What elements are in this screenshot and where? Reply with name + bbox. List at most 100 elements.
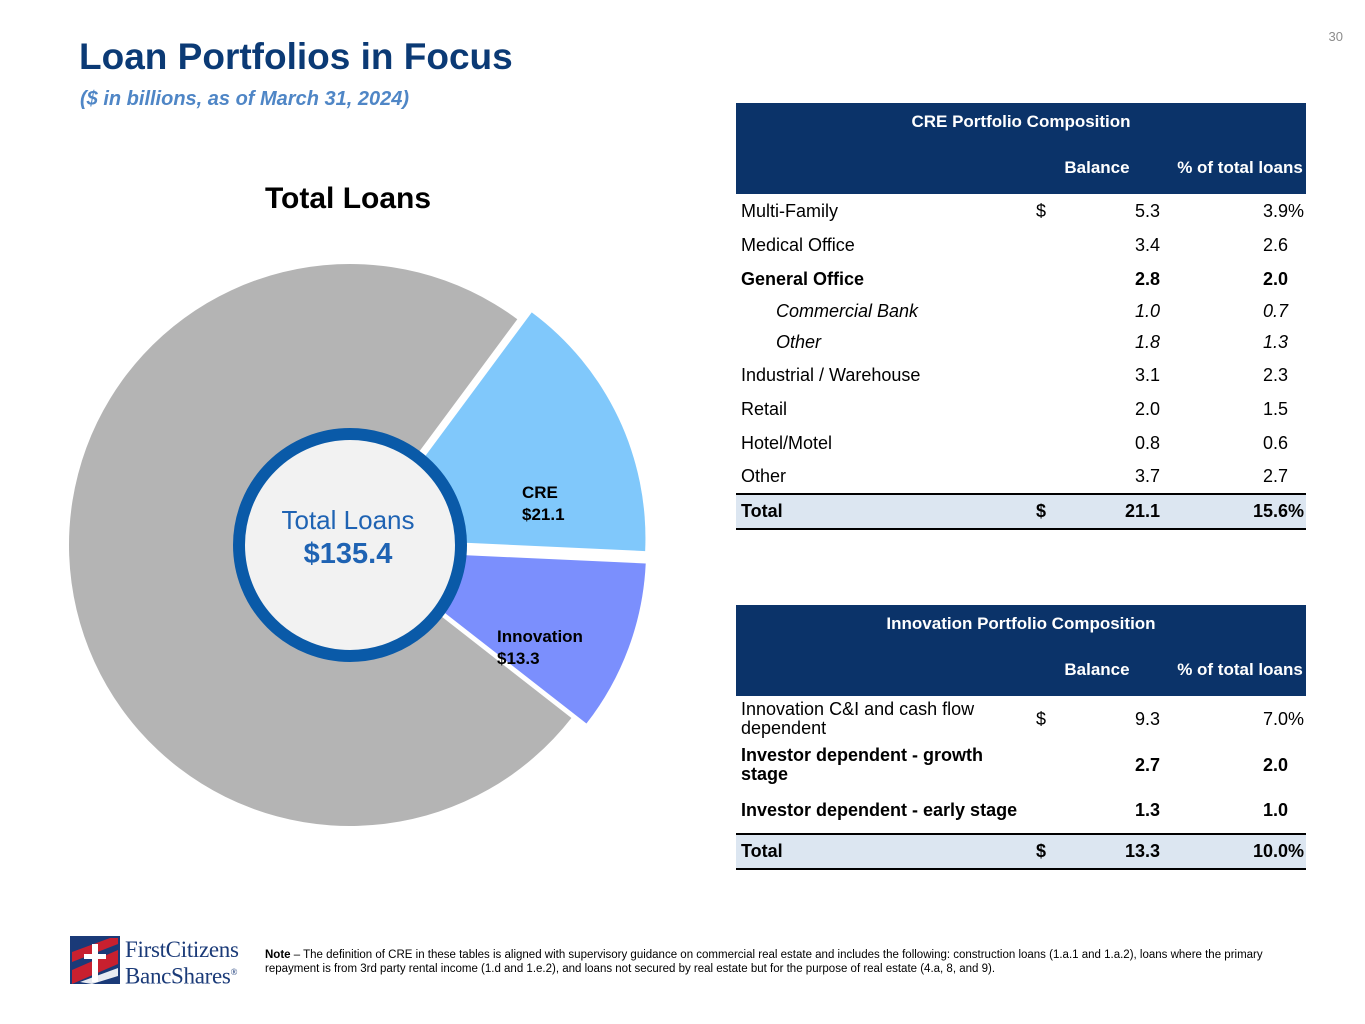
row-label: Hotel/Motel	[741, 432, 833, 453]
table-row: Industrial / Warehouse 3.1 2.3	[736, 358, 1306, 392]
row-balance: 0.8	[1134, 432, 1160, 453]
footnote: Note – The definition of CRE in these ta…	[265, 948, 1295, 976]
total-pct-unit: %	[1288, 501, 1305, 521]
innovation-header-balance: Balance	[1034, 643, 1160, 696]
total-pct: 10.0%	[1160, 833, 1306, 870]
row-pct: 1.0	[1160, 788, 1306, 834]
innovation-header-blank	[736, 643, 1034, 696]
row-currency	[1034, 327, 1064, 358]
row-label: General Office	[741, 268, 865, 289]
row-currency	[1034, 228, 1064, 262]
row-pct: 0.7	[1160, 296, 1306, 327]
page-title: Loan Portfolios in Focus	[79, 36, 513, 77]
logo-line-2-text: BancShares	[125, 963, 231, 989]
table-row: Innovation C&I and cash flow dependent $…	[736, 696, 1306, 742]
cre-slice-value: $21.1	[522, 505, 565, 524]
row-pct-value: 0.6	[1262, 432, 1288, 453]
row-currency	[1034, 358, 1064, 392]
chart-title: Total Loans	[264, 182, 432, 215]
innovation-slice-label: Innovation $13.3	[497, 626, 583, 670]
row-currency	[1034, 296, 1064, 327]
table-row: Investor dependent - growth stage 2.7 2.…	[736, 742, 1306, 788]
row-label: Investor dependent - growth stage	[741, 745, 984, 784]
cre-table-title: CRE Portfolio Composition	[736, 103, 1306, 141]
pie-center-label: Total Loans $135.4	[248, 505, 448, 571]
total-label: Total	[736, 493, 1034, 530]
row-pct-value: 1.0	[1262, 800, 1288, 820]
row-currency: $	[1036, 200, 1047, 221]
cre-header-balance: Balance	[1034, 141, 1160, 194]
pie-center-caption: Total Loans	[281, 505, 415, 535]
row-label: Other	[741, 466, 787, 486]
row-pct: 0.6	[1160, 426, 1306, 460]
row-pct: 2.0	[1160, 262, 1306, 296]
row-pct: 1.5	[1160, 392, 1306, 426]
row-balance: 2.8	[1134, 268, 1160, 289]
logo-registered-mark: ®	[230, 967, 238, 977]
cre-header-pct: % of total loans	[1160, 141, 1306, 194]
page-number: 30	[1328, 29, 1343, 44]
row-label: Investor dependent - early stage	[741, 800, 1018, 820]
table-row: Investor dependent - early stage 1.3 1.0	[736, 788, 1306, 834]
total-pct-unit: %	[1288, 841, 1305, 861]
table-row: Multi-Family $ 5.3 3.9%	[736, 194, 1306, 228]
company-logo-text: FirstCitizens BancShares®	[125, 938, 239, 988]
row-balance: 3.7	[1134, 466, 1160, 486]
row-currency	[1034, 262, 1064, 296]
logo-line-2: BancShares®	[125, 961, 239, 988]
row-label: Retail	[741, 398, 788, 419]
table-total-row: Total $ 21.1 15.6%	[736, 493, 1306, 530]
row-label: Industrial / Warehouse	[741, 364, 921, 385]
row-pct-unit: %	[1288, 708, 1305, 729]
logo-line-1: FirstCitizens	[125, 937, 239, 962]
row-pct: 2.6	[1160, 228, 1306, 262]
row-balance: 1.0	[1134, 301, 1160, 321]
innovation-slice-name: Innovation	[497, 627, 583, 646]
total-pct-value: 15.6	[1252, 501, 1288, 521]
cre-slice-label: CRE $21.1	[522, 482, 565, 526]
total-label: Total	[736, 833, 1034, 870]
total-balance: 13.3	[1064, 833, 1160, 870]
table-row: Hotel/Motel 0.8 0.6	[736, 426, 1306, 460]
total-balance: 21.1	[1064, 493, 1160, 530]
row-pct-value: 1.5	[1262, 398, 1288, 419]
row-currency	[1034, 392, 1064, 426]
row-label: Other	[776, 332, 822, 352]
table-row: General Office 2.8 2.0	[736, 262, 1306, 296]
row-currency	[1034, 742, 1064, 788]
cre-portfolio-table: CRE Portfolio Composition Balance % of t…	[736, 103, 1306, 530]
row-currency	[1034, 426, 1064, 460]
row-pct: 3.9%	[1160, 194, 1306, 228]
pie-center-total: $135.4	[303, 538, 393, 570]
row-balance: 3.4	[1134, 234, 1160, 255]
row-pct-value: 7.0	[1262, 708, 1288, 729]
row-currency	[1034, 460, 1064, 494]
row-label: Commercial Bank	[776, 301, 919, 321]
row-balance: 1.3	[1134, 800, 1160, 820]
row-label: Medical Office	[741, 234, 855, 255]
total-currency: $	[1034, 493, 1064, 530]
cre-header-blank	[736, 141, 1034, 194]
row-pct: 2.0	[1160, 742, 1306, 788]
table-total-row: Total $ 13.3 10.0%	[736, 833, 1306, 870]
page-subtitle: ($ in billions, as of March 31, 2024)	[80, 88, 409, 110]
company-logo-mark	[70, 936, 120, 984]
row-pct-value: 2.0	[1262, 268, 1288, 289]
pie-center-ring	[233, 428, 467, 662]
row-pct: 2.7	[1160, 460, 1306, 494]
row-balance: 9.3	[1134, 708, 1160, 729]
row-pct-value: 2.6	[1262, 234, 1288, 255]
row-pct-value: 1.3	[1262, 332, 1288, 352]
row-currency: $	[1036, 708, 1047, 729]
innovation-portfolio-table: Innovation Portfolio Composition Balance…	[736, 605, 1306, 870]
table-row: Other 1.8 1.3	[736, 327, 1306, 358]
row-pct: 2.3	[1160, 358, 1306, 392]
table-row: Commercial Bank 1.0 0.7	[736, 296, 1306, 327]
total-pct: 15.6%	[1160, 493, 1306, 530]
row-pct: 1.3	[1160, 327, 1306, 358]
row-pct-value: 0.7	[1262, 301, 1288, 321]
row-pct-value: 2.3	[1262, 364, 1288, 385]
row-currency	[1034, 788, 1064, 834]
footnote-label: Note	[265, 949, 291, 961]
row-pct-value: 3.9	[1262, 200, 1288, 221]
